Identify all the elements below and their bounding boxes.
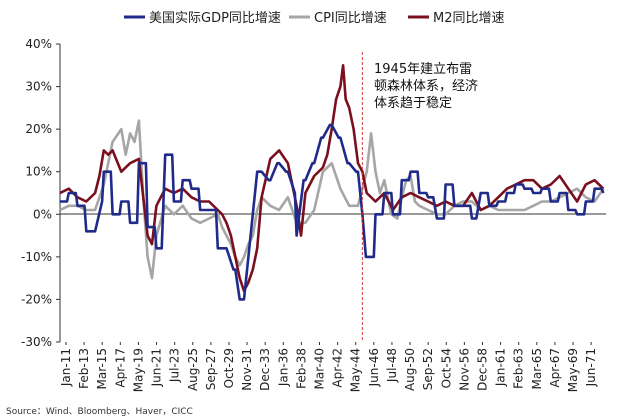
x-tick-label: Jun-71 bbox=[584, 348, 598, 387]
legend-label-cpi: CPI同比增速 bbox=[314, 11, 387, 26]
x-tick-label: Aug-25 bbox=[186, 348, 200, 391]
x-tick-label: Sep-27 bbox=[204, 348, 218, 390]
x-tick-label: Mar-65 bbox=[530, 348, 544, 389]
y-tick-label: -20% bbox=[21, 292, 52, 306]
series-layer bbox=[59, 64, 605, 301]
x-tick-label: Feb-63 bbox=[512, 348, 526, 389]
series-line-cpi bbox=[59, 119, 605, 280]
legend: 美国实际GDP同比增速 CPI同比增速 M2同比增速 bbox=[124, 11, 505, 26]
x-tick-label: Jan-36 bbox=[276, 348, 290, 387]
y-tick-label: 20% bbox=[25, 122, 52, 136]
x-tick-label: May-44 bbox=[349, 348, 363, 392]
x-tick-label: Oct-29 bbox=[222, 348, 236, 388]
x-tick-label: Dec-58 bbox=[475, 348, 489, 391]
x-tick-label: Jan-11 bbox=[59, 348, 73, 387]
legend-label-m2: M2同比增速 bbox=[433, 11, 505, 26]
source-note: Source：Wind、Bloomberg、Haver，CICC bbox=[6, 407, 193, 417]
y-tick-label: 0% bbox=[33, 207, 52, 221]
y-tick-label: 30% bbox=[25, 80, 52, 94]
x-tick-label: Nov-56 bbox=[457, 348, 471, 391]
series-line-gdp bbox=[60, 123, 605, 301]
annotation-line-2: 顿森林体系，经济 bbox=[374, 79, 478, 94]
annotation: 1945年建立布雷 顿森林体系，经济 体系趋于稳定 bbox=[361, 52, 478, 342]
x-tick-label: Feb-13 bbox=[77, 348, 91, 389]
annotation-line-3: 体系趋于稳定 bbox=[374, 95, 452, 111]
x-tick-label: Mar-15 bbox=[95, 348, 109, 389]
y-tick-label: -10% bbox=[21, 250, 52, 264]
x-tick-label: Jun-21 bbox=[150, 348, 164, 387]
x-tick-label: May-19 bbox=[131, 348, 145, 392]
x-tick-label: Aug-50 bbox=[403, 348, 417, 391]
x-tick-label: Oct-54 bbox=[439, 348, 453, 388]
x-tick-label: Apr-17 bbox=[113, 348, 127, 388]
annotation-line-1: 1945年建立布雷 bbox=[374, 62, 472, 77]
x-tick-label: Jul-48 bbox=[385, 348, 399, 383]
y-tick-label: 40% bbox=[25, 37, 52, 51]
x-tick-label: Apr-42 bbox=[331, 348, 345, 388]
x-tick-label: Feb-38 bbox=[294, 348, 308, 389]
x-tick-label: Mar-40 bbox=[313, 348, 327, 389]
y-tick-label: -30% bbox=[21, 335, 52, 349]
x-tick-group: Jan-11 Feb-13 Mar-15 Apr-17 May-19 Jun-21 Jul-… bbox=[59, 342, 598, 392]
x-tick-label: Apr-67 bbox=[548, 348, 562, 388]
legend-label-gdp: 美国实际GDP同比增速 bbox=[149, 11, 281, 26]
x-tick-label: Jul-23 bbox=[168, 348, 182, 383]
x-tick-label: Sep-52 bbox=[421, 348, 435, 390]
x-tick-label: Jun-46 bbox=[367, 348, 381, 387]
x-tick-label: Jan-61 bbox=[494, 348, 508, 387]
x-tick-label: Dec-33 bbox=[258, 348, 272, 391]
series-line-m2 bbox=[59, 64, 605, 293]
x-tick-label: May-69 bbox=[566, 348, 580, 392]
x-tick-label: Nov-31 bbox=[240, 348, 254, 391]
y-tick-label: 10% bbox=[25, 165, 52, 179]
y-tick-group: 40% 30% 20% 10% 0% -10% -20% -30% bbox=[21, 37, 60, 349]
